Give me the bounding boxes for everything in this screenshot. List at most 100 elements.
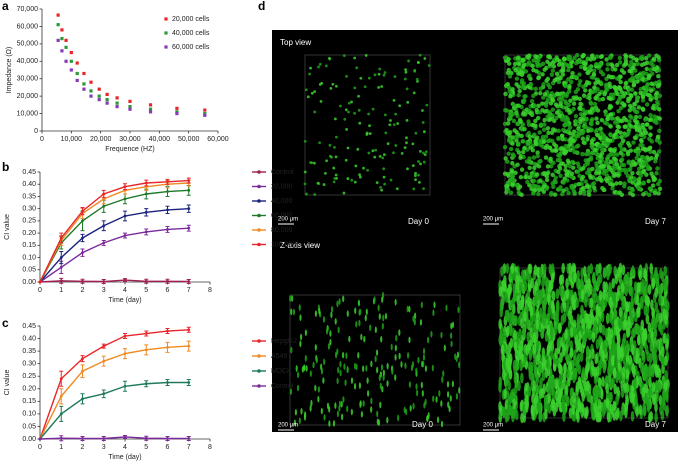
cell xyxy=(598,126,603,131)
cell xyxy=(450,332,453,340)
cell xyxy=(317,395,320,403)
cell xyxy=(518,348,523,359)
cell xyxy=(612,291,616,303)
cell xyxy=(623,317,628,329)
point xyxy=(60,37,64,41)
cell xyxy=(647,284,652,295)
cell xyxy=(608,84,613,90)
cell xyxy=(657,178,663,184)
cell xyxy=(514,82,519,87)
cell xyxy=(615,76,620,81)
cell xyxy=(531,155,537,160)
cell xyxy=(383,113,387,117)
cell xyxy=(365,133,369,136)
cell xyxy=(659,268,663,279)
cell xyxy=(300,407,303,415)
cell xyxy=(348,335,351,343)
cell xyxy=(329,330,332,337)
cell xyxy=(583,151,589,157)
cell xyxy=(560,72,566,77)
cell xyxy=(375,349,379,356)
x-tick-label: 10,000 xyxy=(61,136,83,143)
series-line xyxy=(39,182,189,283)
cell xyxy=(641,362,645,373)
cell xyxy=(663,281,668,293)
cell xyxy=(658,394,663,406)
cell xyxy=(550,127,556,132)
cell xyxy=(346,310,349,317)
cell xyxy=(574,119,580,124)
cell xyxy=(566,296,570,308)
cell xyxy=(308,72,312,76)
cell xyxy=(576,412,580,423)
cell xyxy=(562,56,567,62)
cell xyxy=(606,269,610,281)
cell xyxy=(587,188,593,193)
cell xyxy=(656,82,662,88)
cell xyxy=(616,407,620,419)
cell xyxy=(591,365,596,377)
cell xyxy=(503,108,508,113)
cell xyxy=(597,91,602,96)
cell xyxy=(392,151,395,155)
cell xyxy=(617,97,622,103)
cell xyxy=(547,85,553,90)
cell xyxy=(583,265,587,277)
cell xyxy=(527,175,533,180)
cell xyxy=(630,344,635,355)
cell xyxy=(556,337,561,349)
cell xyxy=(323,171,327,175)
cell xyxy=(572,129,577,134)
cell xyxy=(625,151,631,157)
cell xyxy=(601,134,606,140)
y-tick-label: 0.30 xyxy=(22,361,36,368)
cell xyxy=(632,101,637,107)
cell xyxy=(647,332,652,344)
y-tick-label: 0.20 xyxy=(22,230,36,237)
point xyxy=(187,226,191,230)
cell xyxy=(373,155,377,159)
cell xyxy=(500,265,504,277)
cell xyxy=(541,277,545,289)
cell xyxy=(518,155,523,160)
legend-label: 60,000 xyxy=(271,212,293,219)
cell xyxy=(335,177,339,180)
cell xyxy=(559,364,563,376)
cell xyxy=(523,311,527,322)
cell xyxy=(595,263,599,275)
cell xyxy=(580,136,586,141)
cell xyxy=(440,400,443,407)
point xyxy=(102,280,106,283)
cell xyxy=(336,348,339,355)
cell xyxy=(336,300,339,308)
cell xyxy=(529,336,534,347)
cell xyxy=(538,307,543,319)
point xyxy=(102,241,106,245)
cell xyxy=(546,130,551,135)
view-title: Z-axis view xyxy=(280,241,320,250)
point xyxy=(203,108,207,112)
cell xyxy=(529,327,533,338)
y-tick-label: 0 xyxy=(34,128,38,135)
cell xyxy=(403,406,406,414)
cell xyxy=(606,164,612,170)
cell xyxy=(644,284,649,296)
cell xyxy=(502,55,508,60)
cell xyxy=(317,386,320,393)
cell xyxy=(619,118,625,124)
cell xyxy=(405,118,409,122)
cell xyxy=(596,274,601,286)
cell xyxy=(637,128,643,134)
cell xyxy=(649,81,654,86)
cell xyxy=(507,115,513,120)
cell xyxy=(318,141,322,145)
cell xyxy=(396,122,400,125)
cell xyxy=(508,190,514,195)
cell xyxy=(570,327,574,338)
point xyxy=(115,105,119,109)
cell xyxy=(422,130,426,134)
cell xyxy=(581,318,585,330)
x-tick-label: 4 xyxy=(123,287,127,294)
cell xyxy=(318,307,321,315)
cell xyxy=(648,112,653,118)
